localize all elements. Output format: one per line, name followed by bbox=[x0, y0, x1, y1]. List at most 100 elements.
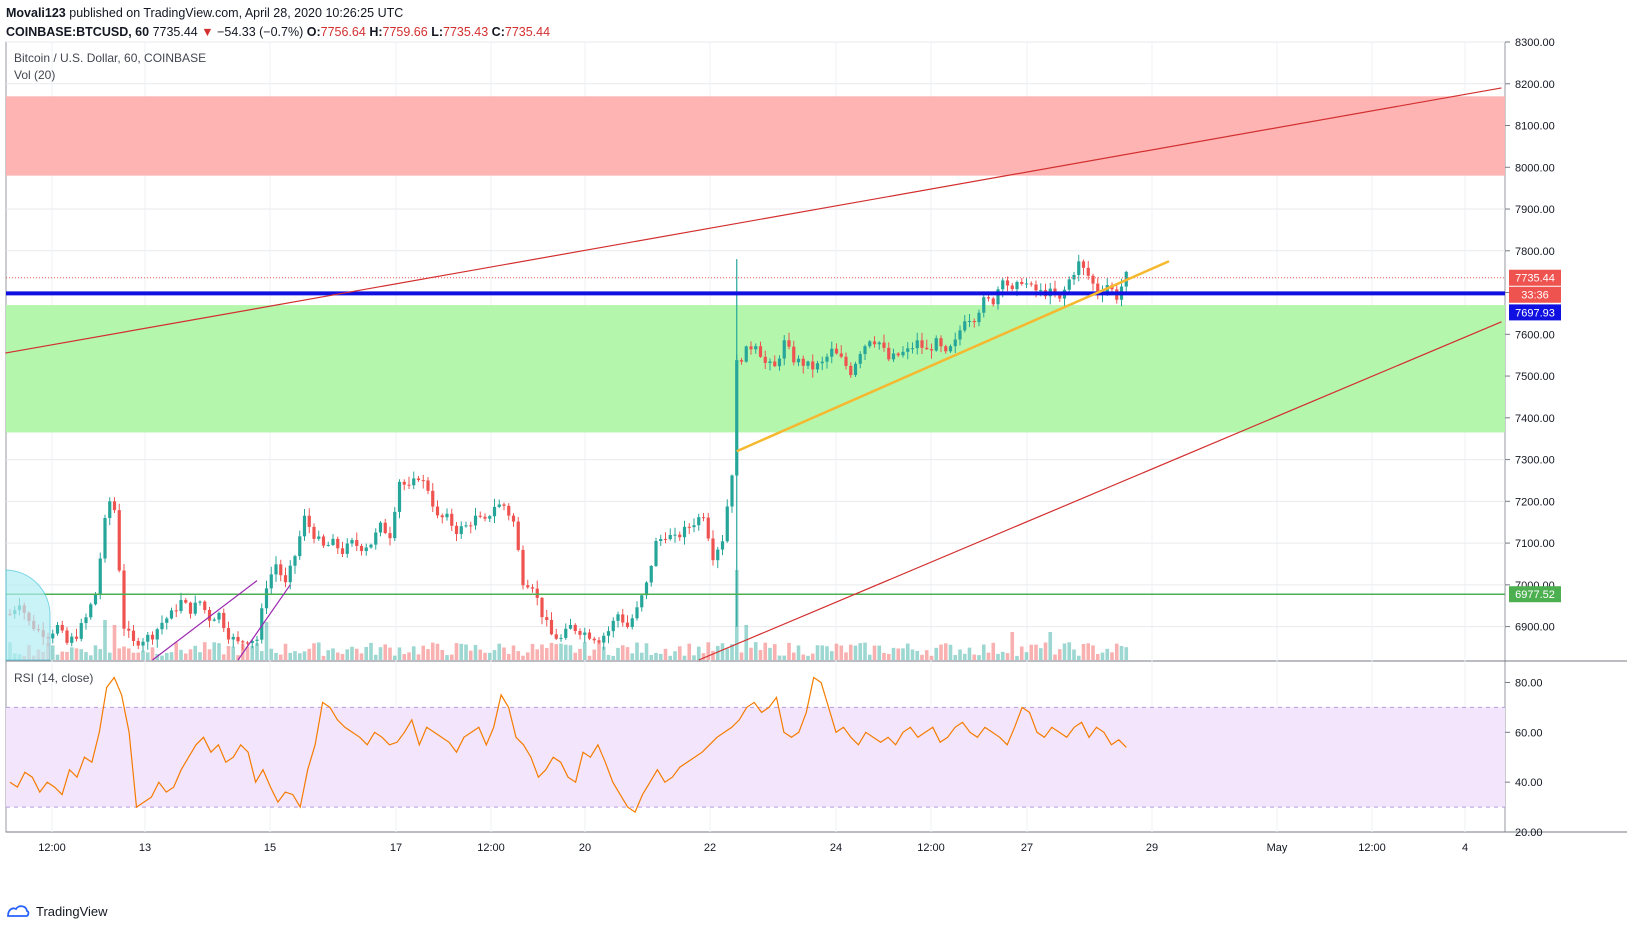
volume-bar bbox=[454, 643, 459, 660]
volume-bar bbox=[207, 649, 212, 660]
candle-body bbox=[996, 289, 1000, 305]
candle-body bbox=[426, 480, 430, 491]
candle-body bbox=[815, 363, 820, 370]
volume-bar bbox=[782, 655, 787, 660]
volume-bar bbox=[269, 648, 274, 660]
rsi-band bbox=[6, 707, 1505, 808]
drawings[interactable] bbox=[5, 87, 1505, 661]
last-price-badge-bg bbox=[1509, 269, 1561, 286]
candle-body bbox=[112, 501, 117, 511]
volume-bar bbox=[943, 643, 948, 660]
volume-bar bbox=[777, 655, 782, 660]
volume-bar bbox=[891, 647, 896, 660]
candle-body bbox=[222, 612, 226, 629]
tradingview-footer[interactable]: TradingView bbox=[6, 900, 108, 922]
volume-bar bbox=[758, 650, 763, 660]
candle-body bbox=[70, 636, 74, 643]
candle-body bbox=[288, 565, 292, 583]
volume-bar bbox=[307, 648, 312, 660]
candle-body bbox=[207, 609, 212, 621]
candle-body bbox=[839, 353, 843, 357]
candle-body bbox=[611, 620, 615, 632]
volume-bar bbox=[1076, 655, 1081, 660]
candle-body bbox=[659, 538, 663, 542]
candle-body bbox=[564, 628, 568, 638]
candle-body bbox=[1010, 285, 1014, 290]
candle-body bbox=[89, 604, 93, 618]
candle-body bbox=[967, 320, 972, 322]
volume-bar bbox=[568, 645, 573, 660]
volume-bar bbox=[183, 653, 188, 660]
volume-bar bbox=[345, 649, 350, 660]
volume-bar bbox=[796, 645, 801, 660]
candle-body bbox=[1096, 283, 1100, 295]
rsi-tick-label: 60.00 bbox=[1515, 727, 1543, 739]
volume-bar bbox=[416, 654, 421, 660]
volume-bar bbox=[625, 647, 630, 660]
volume-bar bbox=[573, 652, 578, 660]
volume-bar bbox=[202, 642, 207, 660]
volume-bar bbox=[473, 644, 478, 660]
volume-bar bbox=[725, 648, 730, 660]
volume-bar bbox=[426, 649, 430, 660]
candle-body bbox=[1024, 283, 1029, 285]
candle-body bbox=[269, 574, 273, 589]
time-tick-label: 12:00 bbox=[477, 842, 505, 854]
volume-bar bbox=[226, 646, 231, 660]
purple-trendline-2 bbox=[237, 584, 291, 661]
candle-body bbox=[93, 593, 98, 605]
publisher-name[interactable]: Movali123 bbox=[6, 6, 66, 20]
candle-body bbox=[654, 541, 658, 566]
candle-body bbox=[374, 532, 378, 545]
time-tick-label: 12:00 bbox=[917, 842, 945, 854]
volume-bar bbox=[440, 649, 445, 660]
candle-body bbox=[568, 624, 573, 629]
volume-bar bbox=[701, 653, 706, 660]
volume-bar bbox=[245, 646, 250, 660]
volume-bar bbox=[753, 642, 758, 660]
candle-body bbox=[193, 602, 197, 614]
fib-circle-drawing bbox=[5, 569, 51, 661]
volume-bar bbox=[563, 644, 568, 660]
time-tick-label: 20 bbox=[579, 842, 591, 854]
volume-bar bbox=[79, 649, 84, 660]
candle-body bbox=[820, 361, 824, 364]
candle-body bbox=[298, 536, 302, 557]
candle-body bbox=[986, 297, 991, 299]
candle-body bbox=[844, 356, 848, 366]
candle-body bbox=[982, 297, 986, 313]
volume-bar bbox=[88, 655, 93, 660]
volume-bars bbox=[8, 570, 1129, 660]
candle-body bbox=[397, 481, 402, 512]
candle-body bbox=[1058, 295, 1062, 299]
candle-body bbox=[1001, 280, 1005, 290]
candle-body bbox=[241, 641, 245, 643]
volume-bar bbox=[359, 653, 364, 660]
volume-bar bbox=[896, 648, 901, 660]
zones bbox=[6, 96, 1505, 433]
candle-body bbox=[792, 346, 796, 363]
candle-body bbox=[378, 522, 383, 533]
volume-bar bbox=[711, 650, 715, 660]
candle-body bbox=[644, 582, 649, 596]
volume-bar bbox=[991, 642, 996, 660]
volume-bar bbox=[801, 654, 806, 660]
volume-bar bbox=[549, 642, 554, 660]
volume-bar bbox=[853, 645, 858, 660]
candle-body bbox=[929, 349, 934, 351]
candle-body bbox=[188, 602, 193, 614]
green-line-badge: 6977.52 bbox=[1509, 586, 1561, 603]
candle-body bbox=[65, 630, 69, 643]
price-tick-label: 8200.00 bbox=[1515, 79, 1555, 91]
candle-body bbox=[730, 475, 734, 507]
candle-body bbox=[412, 478, 416, 486]
price-badges: 7735.44 33:36 7697.93 6977.52 bbox=[1509, 269, 1561, 603]
price-tick-label: 6900.00 bbox=[1515, 622, 1555, 634]
time-tick-label: 24 bbox=[830, 842, 842, 854]
volume-bar bbox=[50, 645, 55, 660]
volume-bar bbox=[369, 642, 373, 660]
volume-bar bbox=[848, 644, 853, 660]
candle-body bbox=[402, 481, 406, 485]
volume-bar bbox=[402, 654, 407, 660]
